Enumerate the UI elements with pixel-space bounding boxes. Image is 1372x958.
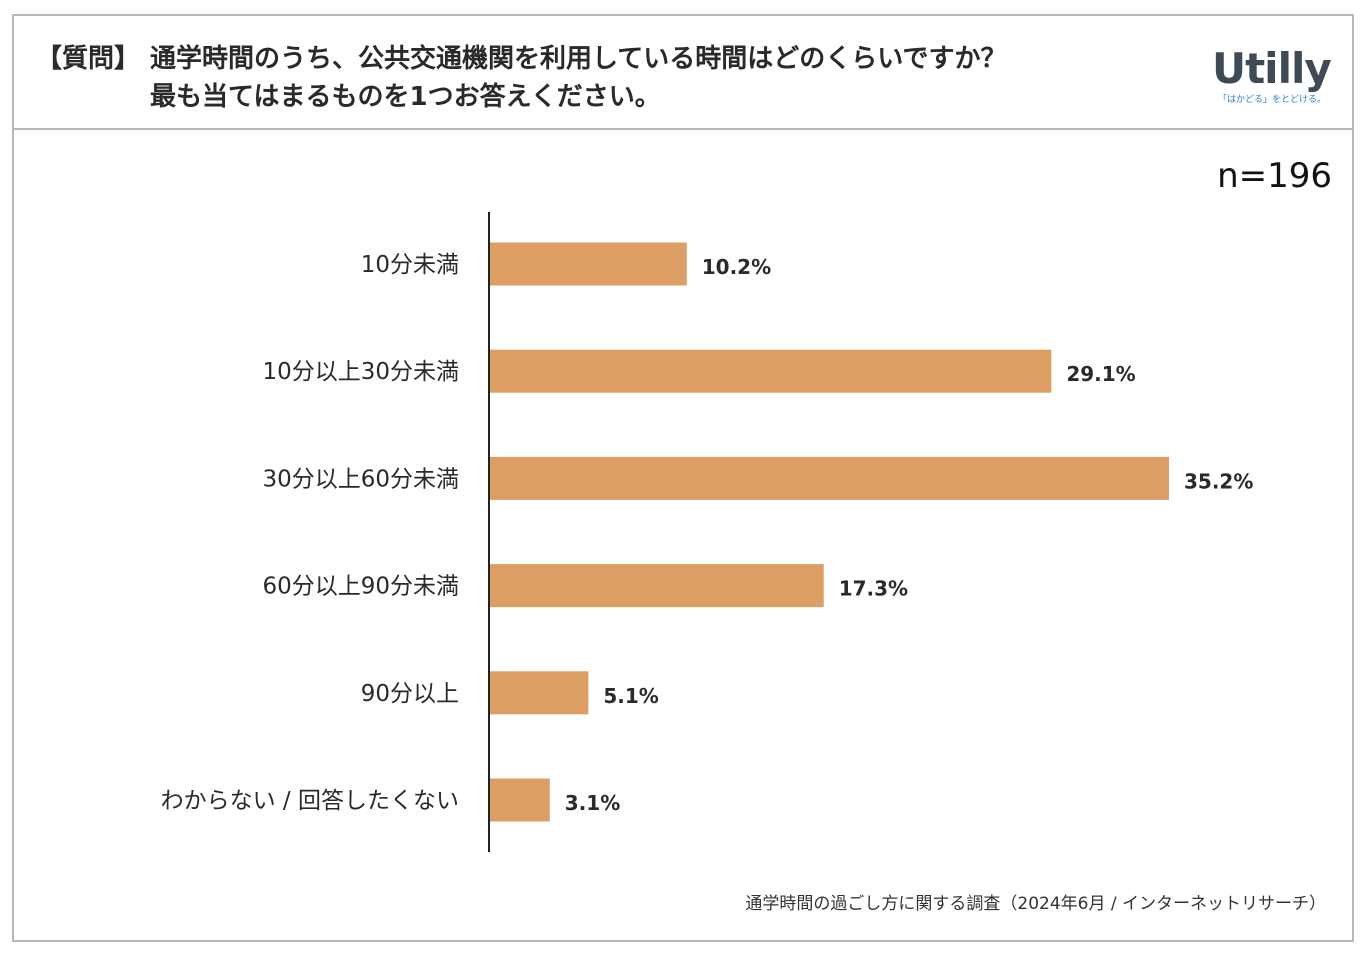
question-text-line1: 通学時間のうち、公共交通機関を利用している時間はどのくらいですか？ [150,44,1007,74]
logo-wordmark: Utilly [1212,44,1332,93]
category-label: 10分未満 [361,252,459,278]
sample-size-label: n=196 [1217,156,1332,196]
question-text-line2: 最も当てはまるものを1つお答えください。 [150,82,661,112]
value-label: 5.1% [603,684,658,708]
value-label: 17.3% [839,577,908,601]
bar [490,242,687,286]
bar [490,778,550,822]
bar [490,456,1169,500]
chart-frame: 【質問】 通学時間のうち、公共交通機関を利用している時間はどのくらいですか？ 最… [12,14,1354,942]
logo-tagline: 「はかどる」をとどける。 [1218,95,1327,105]
value-label: 35.2% [1184,469,1253,493]
category-label: 10分以上30分未満 [262,359,459,385]
category-label: わからない / 回答したくない [161,788,459,814]
value-label: 29.1% [1066,362,1135,386]
value-label: 3.1% [565,791,620,815]
category-label: 60分以上90分未満 [262,574,459,600]
bar [490,349,1052,393]
bar [490,564,824,608]
question-tag: 【質問】 [36,44,141,74]
category-label: 30分以上60分未満 [262,466,459,492]
question-header: 【質問】 通学時間のうち、公共交通機関を利用している時間はどのくらいですか？ 最… [14,16,1352,130]
brand-logo: Utilly 「はかどる」をとどける。 [1212,44,1332,108]
value-label: 10.2% [702,255,771,279]
bar [490,671,589,715]
source-note: 通学時間の過ごし方に関する調査（2024年6月 / インターネットリサーチ） [745,894,1326,914]
category-label: 90分以上 [361,681,459,707]
